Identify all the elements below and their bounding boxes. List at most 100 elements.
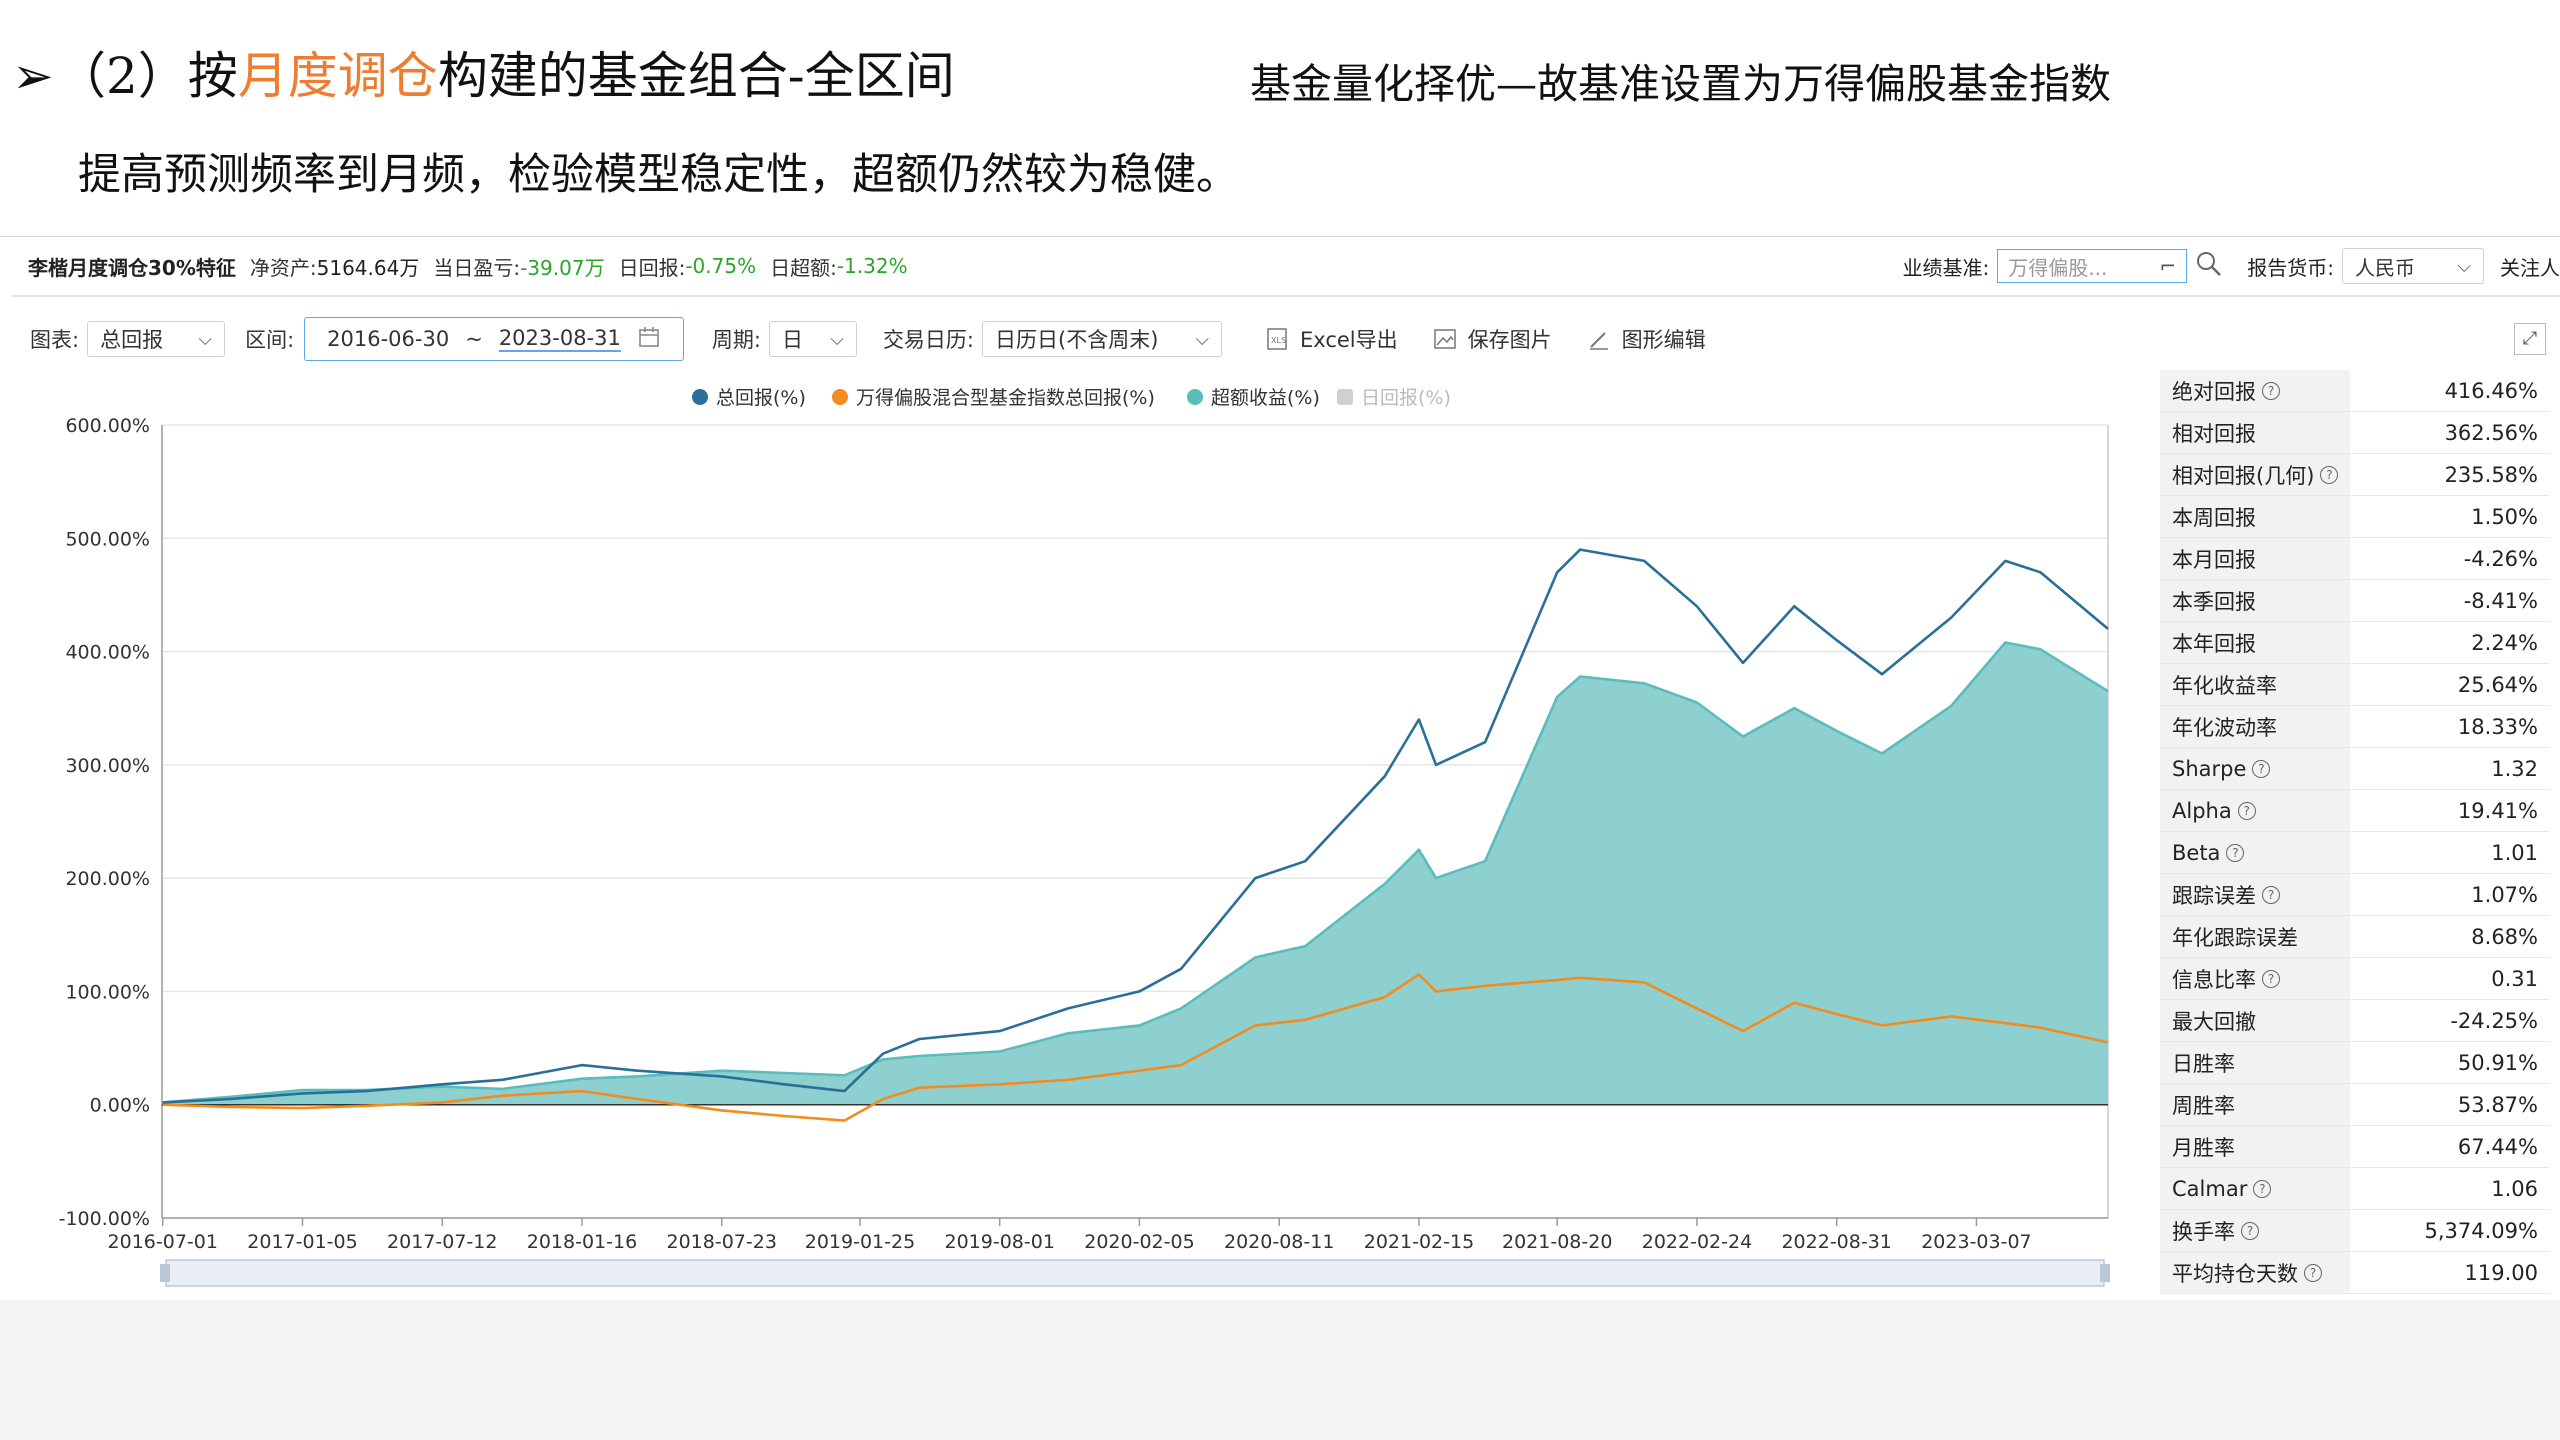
help-icon[interactable]: ? xyxy=(2304,1263,2322,1282)
return-chart: 600.00% 500.00% 400.00% 300.00% 200.00% 100.0… xyxy=(59,387,2110,1287)
slide-footer-band xyxy=(0,1300,2560,1440)
title-suffix: 构建的基金组合-全区间 xyxy=(437,47,955,105)
daily-return-value: -0.75% xyxy=(685,254,757,278)
stat-row: Alpha? 19.41% xyxy=(2160,790,2550,832)
stat-label: 平均持仓天数? xyxy=(2160,1252,2350,1293)
expand-icon[interactable]: ⤢ xyxy=(2514,323,2546,355)
stat-value: 1.01 xyxy=(2491,840,2538,865)
stat-label-text: 最大回撤 xyxy=(2172,1009,2256,1034)
stat-row: 月胜率 67.44% xyxy=(2160,1126,2550,1168)
y-tick-label: 300.00% xyxy=(65,755,150,777)
chart-type-value: 总回报 xyxy=(100,328,164,352)
pnl-value: -39.07万 xyxy=(520,255,605,280)
x-tick-label: 2022-08-31 xyxy=(1781,1231,1891,1253)
stat-row: 最大回撤 -24.25% xyxy=(2160,1000,2550,1042)
calendar-select[interactable]: 日历日(不含周末) ⌵ xyxy=(982,321,1223,357)
stat-label-text: 换手率 xyxy=(2172,1219,2235,1244)
y-tick-label: 100.00% xyxy=(65,981,150,1003)
stat-row: 本月回报 -4.26% xyxy=(2160,538,2550,580)
stat-value: 0.31 xyxy=(2491,966,2538,991)
excess-line xyxy=(162,641,2109,1104)
benchmark-input[interactable]: 万得偏股... ⌐ xyxy=(1997,249,2188,283)
y-tick-label: 600.00% xyxy=(65,415,150,437)
x-tick-label: 2023-03-07 xyxy=(1921,1231,2031,1253)
stat-row: 年化收益率 25.64% xyxy=(2160,664,2550,706)
stat-label-text: 本季回报 xyxy=(2172,589,2256,614)
stat-value: 50.91% xyxy=(2457,1050,2538,1075)
excess-area xyxy=(162,642,2109,1105)
benchmark-value: 万得偏股... xyxy=(2008,255,2108,280)
stat-value: 53.87% xyxy=(2457,1092,2538,1117)
save-image-button[interactable]: 保存图片 xyxy=(1432,324,1552,354)
stat-label: 月胜率 xyxy=(2160,1126,2350,1167)
chart-toolbar: 图表: 总回报 ⌵ 区间: 2016-06-30 ~ 2023-08-31 周期:… xyxy=(12,315,1706,363)
help-icon[interactable]: ? xyxy=(2320,465,2339,484)
slide-header: ➢（2）按月度调仓构建的基金组合-全区间 基金量化择优—故基准设置为万得偏股基金… xyxy=(0,0,2560,220)
start-date[interactable]: 2016-06-30 xyxy=(327,327,450,351)
help-icon[interactable]: ? xyxy=(2252,759,2271,778)
stat-row: 年化跟踪误差 8.68% xyxy=(2160,916,2550,958)
stat-label-text: Calmar xyxy=(2172,1176,2248,1201)
stat-row: 信息比率? 0.31 xyxy=(2160,958,2550,1000)
stat-label-text: 平均持仓天数 xyxy=(2172,1261,2298,1286)
stat-label: 换手率? xyxy=(2160,1210,2350,1251)
help-icon[interactable]: ? xyxy=(2262,381,2280,400)
stat-row: 绝对回报? 416.46% xyxy=(2160,370,2550,412)
stat-label: 本周回报 xyxy=(2160,496,2350,537)
stat-row: Calmar? 1.06 xyxy=(2160,1168,2550,1210)
excel-export-button[interactable]: XLS Excel导出 xyxy=(1264,324,1398,354)
stat-label-text: 相对回报 xyxy=(2172,421,2256,446)
stat-label-text: 跟踪误差 xyxy=(2172,883,2256,908)
calendar-value: 日历日(不含周末) xyxy=(995,328,1159,352)
range-tilde: ~ xyxy=(465,327,483,351)
stat-label: 本季回报 xyxy=(2160,580,2350,621)
help-icon[interactable]: ? xyxy=(2253,1179,2272,1198)
period-select[interactable]: 日 ⌵ xyxy=(768,321,857,357)
help-icon[interactable]: ? xyxy=(2262,885,2280,904)
slide-title: ➢（2）按月度调仓构建的基金组合-全区间 xyxy=(12,36,955,108)
help-icon[interactable]: ? xyxy=(2262,969,2280,988)
excel-export-label: Excel导出 xyxy=(1300,328,1398,352)
stat-label-text: 日胜率 xyxy=(2172,1051,2235,1076)
stat-row: Sharpe? 1.32 xyxy=(2160,748,2550,790)
chart-edit-button[interactable]: 图形编辑 xyxy=(1586,324,1706,354)
follow-button[interactable]: 关注人 xyxy=(2500,255,2560,280)
date-range-picker[interactable]: 2016-06-30 ~ 2023-08-31 xyxy=(304,317,684,361)
stat-label: Calmar? xyxy=(2160,1168,2350,1209)
stat-row: 相对回报(几何)? 235.58% xyxy=(2160,454,2550,496)
end-date[interactable]: 2023-08-31 xyxy=(498,326,621,352)
help-icon[interactable]: ? xyxy=(2241,1221,2259,1240)
topbar-right: 业绩基准: 万得偏股... ⌐ 报告货币: 人民币 ⌵ 关注人 xyxy=(1903,237,2560,295)
fund-analysis-panel: 李楷月度调仓30%特征 净资产: 5164.64万 当日盈亏: -39.07万 日回… xyxy=(0,236,2560,1301)
currency-select[interactable]: 人民币 ⌵ xyxy=(2342,248,2484,284)
chevron-down-icon: ⌵ xyxy=(1195,328,1210,350)
stat-row: 年化波动率 18.33% xyxy=(2160,706,2550,748)
legend-marker xyxy=(692,389,708,405)
x-tick-label: 2016-07-01 xyxy=(108,1231,218,1253)
legend-label: 超额收益(%) xyxy=(1211,387,1320,409)
stat-row: 相对回报 362.56% xyxy=(2160,412,2550,454)
help-icon[interactable]: ? xyxy=(2237,801,2256,820)
excel-icon: XLS xyxy=(1267,328,1287,350)
help-icon[interactable]: ? xyxy=(2226,843,2245,862)
chevron-down-icon: ⌵ xyxy=(198,328,213,350)
image-icon xyxy=(1433,329,1456,349)
stat-value: 1.07% xyxy=(2471,882,2538,907)
stat-label-text: 年化跟踪误差 xyxy=(2172,925,2298,950)
range-slider xyxy=(165,1259,2105,1287)
y-tick-label: 0.00% xyxy=(90,1095,150,1117)
daily-return-label: 日回报: xyxy=(618,255,686,280)
benchmark-line xyxy=(162,973,2109,1122)
total-return-line xyxy=(162,548,2109,1104)
stat-value: 8.68% xyxy=(2471,924,2538,949)
currency-label: 报告货币: xyxy=(2247,255,2334,280)
search-icon[interactable] xyxy=(2195,250,2223,283)
stat-value: 1.06 xyxy=(2491,1176,2538,1201)
nav-value: 5164.64万 xyxy=(316,255,420,280)
svg-text:XLS: XLS xyxy=(1271,336,1286,345)
calendar-label: 交易日历: xyxy=(882,328,975,352)
stat-value: 119.00 xyxy=(2464,1260,2538,1285)
chart-type-select[interactable]: 总回报 ⌵ xyxy=(87,321,226,357)
stat-label-text: 信息比率 xyxy=(2172,967,2256,992)
stat-value: 416.46% xyxy=(2444,378,2538,403)
